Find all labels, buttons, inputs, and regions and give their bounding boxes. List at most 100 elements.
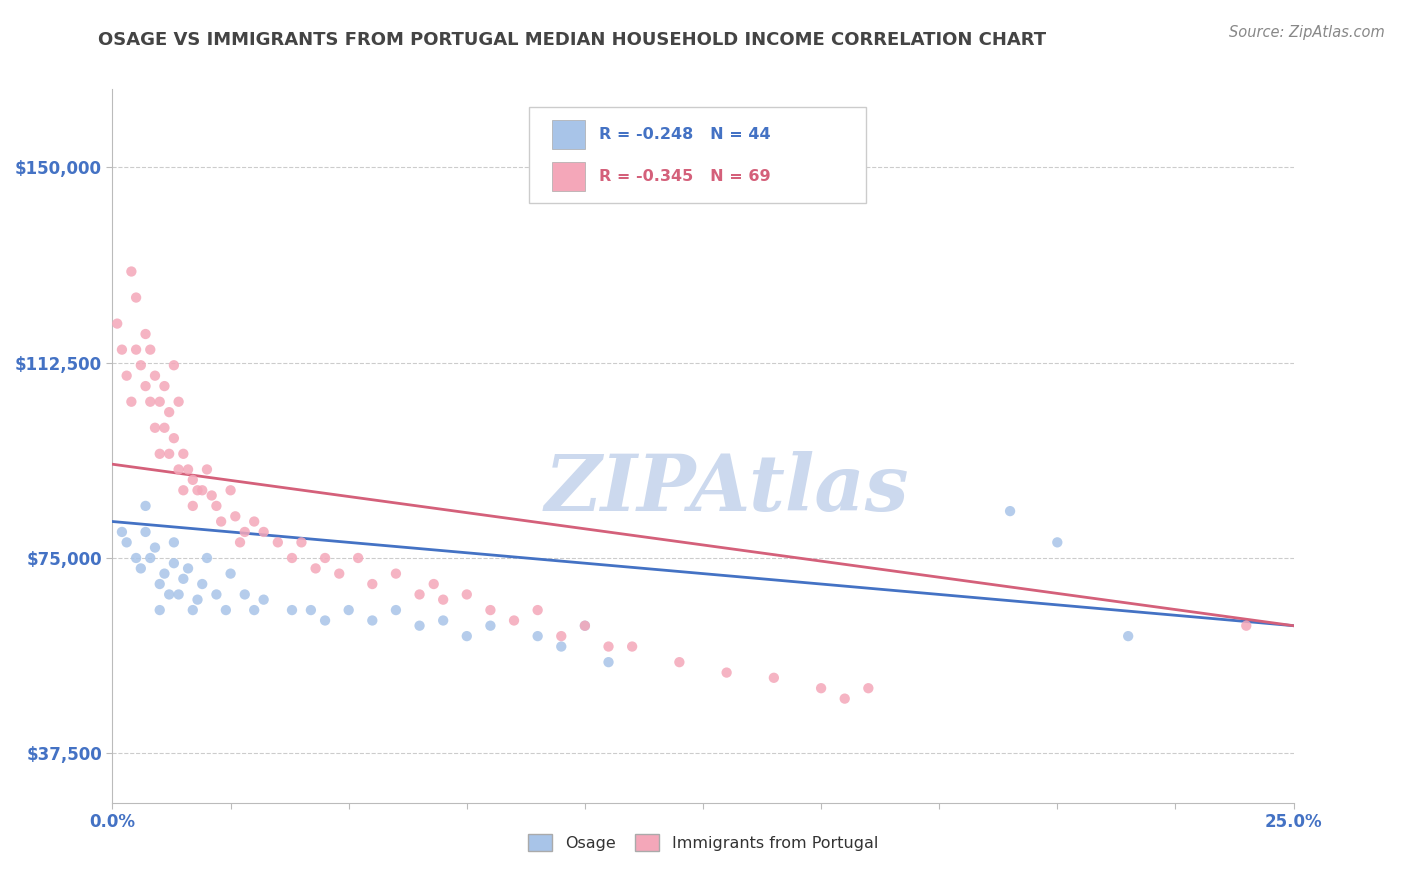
Point xyxy=(181,473,204,487)
Point xyxy=(432,592,454,607)
Point xyxy=(215,603,238,617)
Point xyxy=(526,629,548,643)
Point xyxy=(314,614,336,628)
Text: ZIPAtlas: ZIPAtlas xyxy=(544,450,908,527)
Point xyxy=(195,551,218,566)
Point xyxy=(550,629,572,643)
Point xyxy=(304,561,326,575)
Point xyxy=(177,462,200,476)
Point xyxy=(177,561,200,575)
Point xyxy=(479,603,502,617)
Point xyxy=(253,524,276,539)
Point xyxy=(157,405,180,419)
Point xyxy=(149,603,172,617)
Point xyxy=(253,592,276,607)
Point xyxy=(181,499,204,513)
Point xyxy=(111,343,134,357)
Point xyxy=(337,603,360,617)
Point xyxy=(574,618,596,632)
Point xyxy=(157,447,180,461)
Point xyxy=(139,551,162,566)
Point xyxy=(209,515,232,529)
Point xyxy=(135,524,157,539)
Point xyxy=(219,566,242,581)
Point xyxy=(229,535,252,549)
Point xyxy=(668,655,690,669)
Point xyxy=(195,462,218,476)
Text: Source: ZipAtlas.com: Source: ZipAtlas.com xyxy=(1229,25,1385,40)
Point xyxy=(125,291,148,305)
Point xyxy=(167,394,190,409)
Point xyxy=(153,379,176,393)
Point xyxy=(422,577,444,591)
Point xyxy=(153,566,176,581)
Point xyxy=(157,587,180,601)
Point xyxy=(219,483,242,498)
Point xyxy=(858,681,880,696)
Point xyxy=(139,343,162,357)
Point xyxy=(181,603,204,617)
Point xyxy=(432,614,454,628)
Point xyxy=(243,515,266,529)
Point xyxy=(172,483,194,498)
Point xyxy=(172,447,194,461)
Point xyxy=(716,665,738,680)
Point xyxy=(135,326,157,341)
Bar xyxy=(551,120,585,149)
Point xyxy=(205,587,228,601)
Point xyxy=(129,358,152,372)
Point xyxy=(385,566,408,581)
Point xyxy=(120,264,142,278)
Point xyxy=(115,368,138,383)
Point xyxy=(186,592,208,607)
Text: R = -0.248   N = 44: R = -0.248 N = 44 xyxy=(599,128,770,142)
Bar xyxy=(551,162,585,191)
Point xyxy=(111,524,134,539)
Point xyxy=(598,640,620,654)
Point xyxy=(762,671,785,685)
Point xyxy=(621,640,644,654)
Point xyxy=(385,603,408,617)
Point xyxy=(153,421,176,435)
FancyBboxPatch shape xyxy=(530,107,866,203)
Point xyxy=(115,535,138,549)
Point xyxy=(139,394,162,409)
Point xyxy=(998,504,1021,518)
Point xyxy=(143,541,166,555)
Point xyxy=(314,551,336,566)
Point xyxy=(167,587,190,601)
Point xyxy=(201,488,224,502)
Point xyxy=(125,551,148,566)
Point xyxy=(574,618,596,632)
Point xyxy=(503,614,526,628)
Point xyxy=(810,681,832,696)
Point xyxy=(361,577,384,591)
Point xyxy=(163,358,186,372)
Point xyxy=(281,551,304,566)
Point xyxy=(347,551,370,566)
Point xyxy=(129,561,152,575)
Point xyxy=(186,483,208,498)
Point xyxy=(456,629,478,643)
Legend: Osage, Immigrants from Portugal: Osage, Immigrants from Portugal xyxy=(520,827,886,859)
Point xyxy=(233,587,256,601)
Point xyxy=(191,577,214,591)
Point xyxy=(149,447,172,461)
Point xyxy=(408,618,430,632)
Point xyxy=(290,535,312,549)
Point xyxy=(361,614,384,628)
Point xyxy=(267,535,290,549)
Point xyxy=(143,368,166,383)
Point xyxy=(172,572,194,586)
Point xyxy=(163,535,186,549)
Point xyxy=(191,483,214,498)
Point xyxy=(224,509,246,524)
Point xyxy=(149,577,172,591)
Point xyxy=(163,431,186,445)
Text: R = -0.345   N = 69: R = -0.345 N = 69 xyxy=(599,169,770,184)
Point xyxy=(205,499,228,513)
Point xyxy=(233,524,256,539)
Point xyxy=(408,587,430,601)
Point xyxy=(299,603,322,617)
Point xyxy=(1046,535,1069,549)
